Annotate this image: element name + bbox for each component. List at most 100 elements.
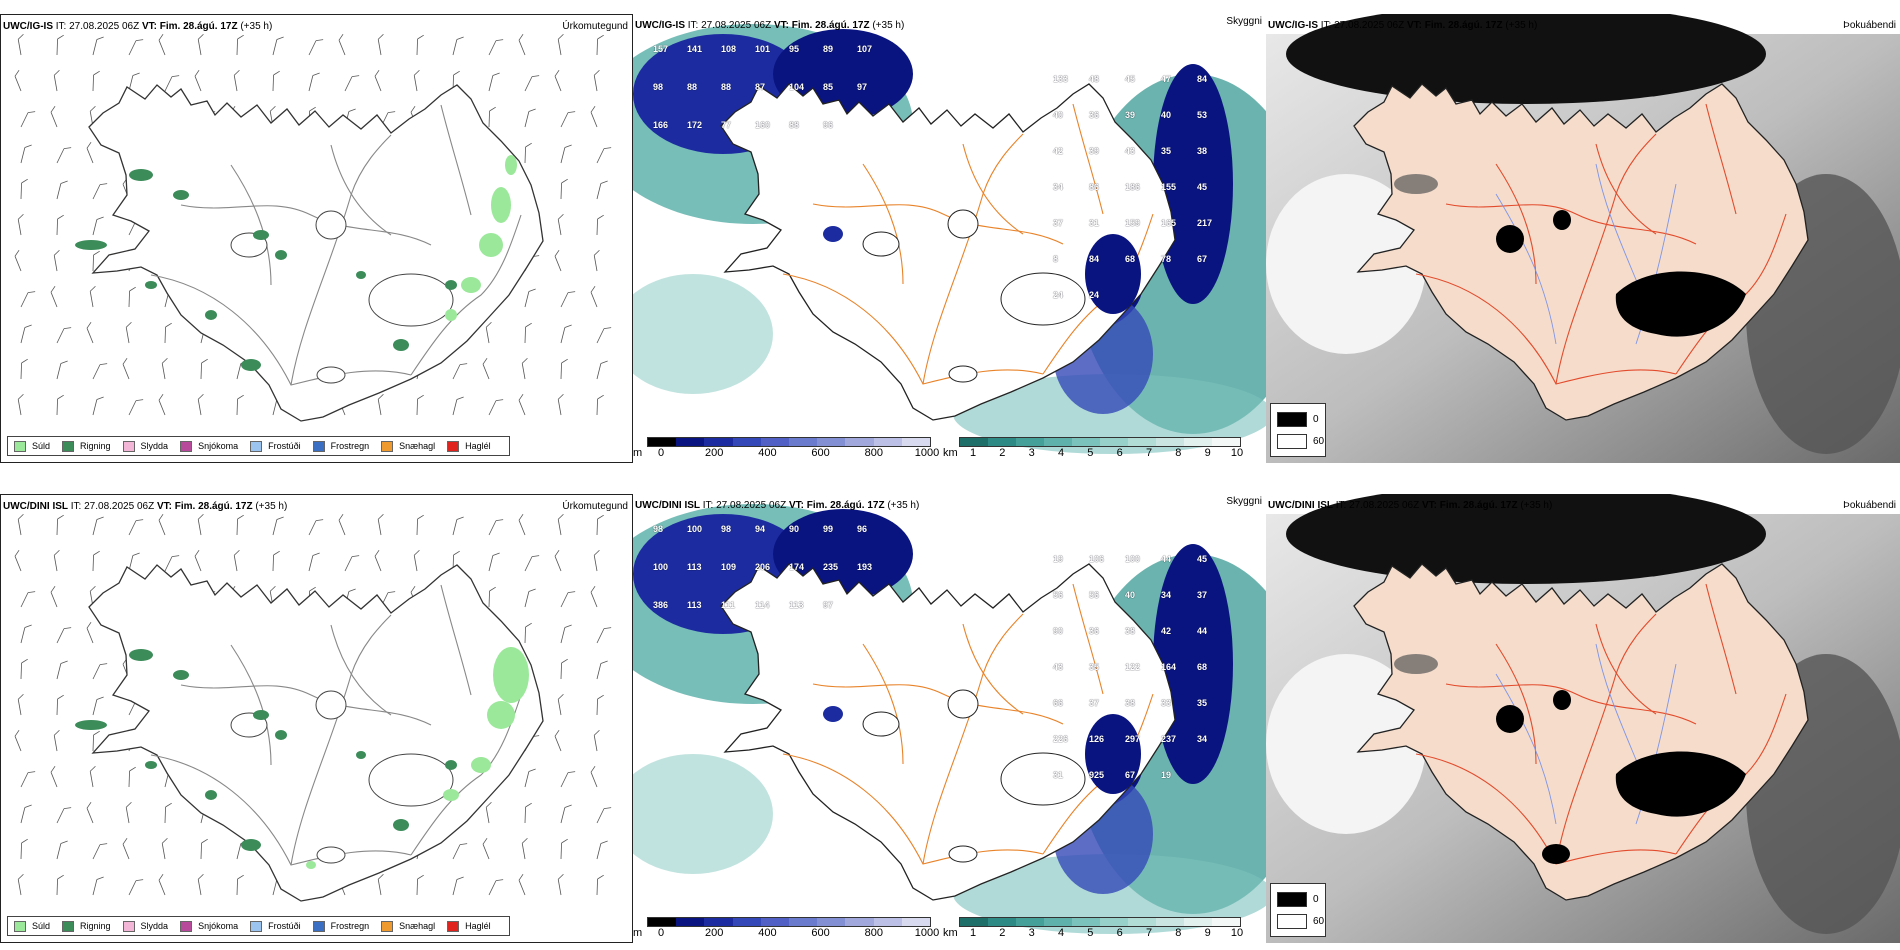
cloud-value-label: 160: [755, 120, 771, 130]
cloud-value-label: 925: [1089, 770, 1105, 780]
cloud-value-label: 86: [1089, 182, 1100, 192]
cloud-value-label: 101: [755, 44, 771, 54]
visibility-colorbar: km 1 2 3 4 5 6 7 8 9 10: [943, 437, 1263, 461]
panel-header: UWC/IG-IS IT: 27.08.2025 06Z VT: Fim. 28…: [635, 20, 905, 31]
colorbar-tick: 4: [1057, 447, 1065, 459]
cloud-value-label: 38: [1125, 626, 1136, 636]
colorbar-step: [1016, 918, 1044, 926]
legend-swatch: [312, 440, 325, 452]
colorbar-step: [1184, 438, 1212, 446]
cloud-value-label: 44: [1197, 626, 1208, 636]
legend-item-slydda: Slydda: [122, 440, 169, 452]
legend-item-frostregn: Frostregn: [312, 440, 369, 452]
fog-legend-label: 60: [1313, 436, 1325, 447]
cloud-value-label: 87: [755, 82, 766, 92]
cloud-value-label: 42: [1161, 626, 1172, 636]
fog-legend-swatch: [1277, 892, 1307, 907]
colorbar-tick: 800: [864, 927, 883, 939]
legend-swatch: [381, 440, 394, 452]
precip-map: [14, 33, 612, 422]
fog-map: [1266, 14, 1900, 463]
colorbar-strip: [647, 437, 931, 447]
legend-swatch: [250, 920, 263, 932]
cloud-value-label: 40: [1053, 110, 1064, 120]
colorbar-step: [1072, 918, 1100, 926]
colorbar-step: [760, 918, 790, 926]
legend-swatch: [14, 920, 26, 932]
cloud-value-label: 98: [653, 82, 664, 92]
legend-swatch: [381, 920, 394, 932]
legend-item-súld: Súld: [14, 920, 50, 932]
cloud-value-label: 94: [755, 524, 766, 534]
legend-label: Slydda: [140, 441, 169, 451]
colorbar-step: [676, 918, 705, 926]
cloud-value-label: 45: [1197, 182, 1208, 192]
colorbar-tick: 7: [1145, 927, 1153, 939]
cloud-value-label: 8: [1053, 254, 1059, 264]
colorbar-tick: 6: [1116, 927, 1123, 939]
colorbar-step: [1156, 438, 1184, 446]
colorbar-step: [817, 918, 846, 926]
legend-swatch: [62, 920, 75, 932]
legend-label: Haglél: [465, 441, 491, 451]
legend-swatch: [122, 920, 135, 932]
cloud-value-label: 104: [789, 82, 805, 92]
cloud-value-label: 114: [755, 600, 770, 610]
cloud-value-label: 37: [1197, 590, 1208, 600]
colorbar-step: [732, 438, 761, 446]
legend-swatch: [447, 440, 460, 452]
legend-swatch: [180, 920, 193, 932]
cloud-panel-bottom: UWC/DINI ISL IT: 27.08.2025 06Z VT: Fim.…: [633, 494, 1266, 943]
cloud-value-label: 235: [823, 562, 839, 572]
cloud-value-label: 95: [789, 44, 800, 54]
legend-label: Frostregn: [330, 921, 370, 931]
legend-label: Frostúði: [268, 921, 301, 931]
colorbar-tick: 800: [864, 447, 883, 459]
cloud-value-label: 48: [1089, 74, 1100, 84]
colorbar-step: [1044, 918, 1072, 926]
cloud-value-label: 39: [1089, 146, 1100, 156]
precip-panel-top: UWC/IG-IS IT: 27.08.2025 06Z VT: Fim. 28…: [0, 14, 633, 463]
cloud-value-label: 35: [1089, 662, 1100, 672]
legend-item-snæhagl: Snæhagl: [381, 920, 435, 932]
colorbar-tick: 7: [1145, 447, 1153, 459]
fog-legend-swatch: [1277, 434, 1307, 449]
cloud-value-label: 56: [1053, 590, 1064, 600]
colorbar-step: [873, 438, 902, 446]
colorbar-step: [901, 918, 931, 926]
fog-legend-swatch: [1277, 412, 1307, 427]
colorbar-step: [789, 438, 818, 446]
colorbar-tick: 3: [1028, 447, 1035, 459]
cloud-value-label: 68: [1197, 662, 1208, 672]
cloud-value-label: 109: [721, 562, 737, 572]
cloud-value-label: 165: [1161, 218, 1177, 228]
colorbar-step: [817, 438, 846, 446]
cloud-value-label: 89: [823, 44, 834, 54]
legend-swatch: [62, 440, 75, 452]
colorbar-unit: m: [633, 447, 643, 459]
cloud-value-label: 113: [687, 562, 702, 572]
legend-item-frostúði: Frostúði: [250, 920, 301, 932]
legend-swatch: [180, 440, 193, 452]
cloud-value-label: 90: [1053, 626, 1064, 636]
colorbar-tick: 9: [1204, 927, 1211, 939]
legend-item-snjókoma: Snjókoma: [180, 920, 238, 932]
colorbar-tick: 8: [1175, 447, 1182, 459]
colorbar-step: [1044, 438, 1072, 446]
cloud-value-label: 33: [1161, 698, 1172, 708]
colorbar-step: [789, 918, 818, 926]
colorbar-tick: 5: [1087, 447, 1094, 459]
panel-title: Skyggni: [1226, 496, 1262, 507]
legend-swatch: [312, 920, 325, 932]
colorbar-step: [648, 918, 677, 926]
cloud-panel-top: UWC/IG-IS IT: 27.08.2025 06Z VT: Fim. 28…: [633, 14, 1266, 463]
fog-panel-bottom: UWC/DINI ISL IT: 27.08.2025 06Z VT: Fim.…: [1266, 494, 1900, 943]
panel-title: Þokuábendi: [1843, 500, 1896, 511]
cloud-value-label: 36: [1089, 626, 1100, 636]
colorbar-tick: 400: [758, 927, 777, 939]
colorbar-tick: 2: [999, 927, 1006, 939]
cloud-value-label: 47: [1161, 74, 1172, 84]
legend-label: Snjókoma: [198, 441, 239, 451]
legend-item-haglél: Haglél: [447, 440, 491, 452]
colorbar-tick: 600: [811, 447, 830, 459]
